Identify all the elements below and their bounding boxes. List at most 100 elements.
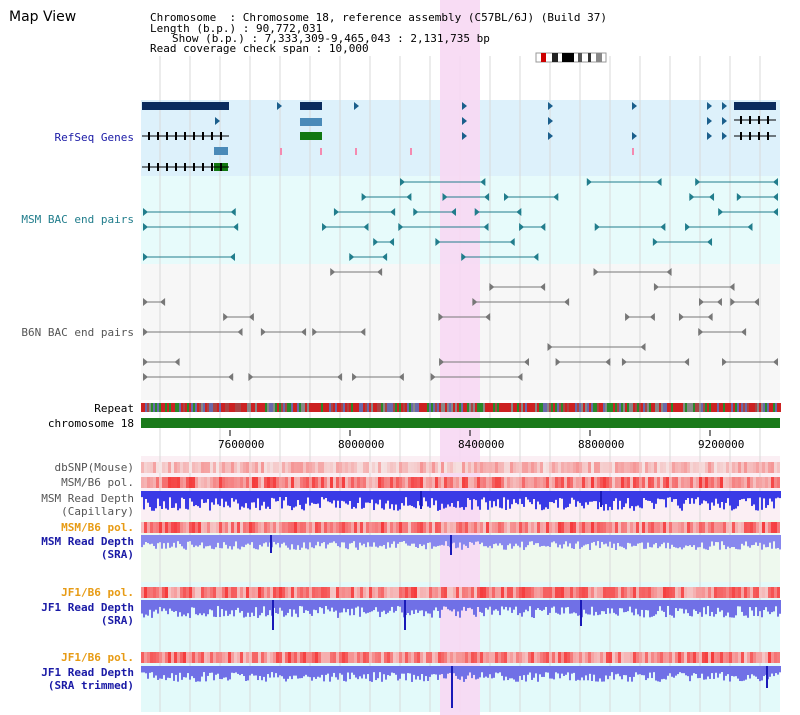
refseq-genes-label[interactable]: RefSeq Genes — [54, 131, 134, 144]
jf1-read-depth-sra-label[interactable]: JF1 Read Depth — [41, 601, 134, 614]
depth-bar — [715, 600, 717, 615]
depth-bar — [277, 600, 279, 614]
depth-bar — [537, 491, 539, 502]
depth-bar — [185, 666, 187, 678]
heat-cell — [558, 652, 561, 663]
ideogram-band — [596, 53, 602, 62]
depth-bar — [541, 666, 543, 677]
depth-bar — [441, 491, 443, 504]
depth-bar — [697, 535, 699, 548]
depth-bar — [577, 491, 579, 502]
bac-end-marker — [722, 358, 728, 366]
heat-cell — [411, 587, 414, 598]
depth-bar — [671, 491, 673, 502]
depth-bar — [653, 666, 655, 673]
msm-b6-pol-label[interactable]: MSM/B6 pol. — [61, 476, 134, 489]
repeat-block — [553, 403, 555, 412]
repeat-block — [401, 403, 403, 412]
depth-bar — [681, 491, 683, 511]
depth-bar — [247, 535, 249, 544]
heat-cell — [288, 587, 291, 598]
depth-bar — [463, 491, 465, 510]
msm-bac-label[interactable]: MSM BAC end pairs — [21, 213, 134, 226]
heat-cell — [357, 462, 360, 473]
repeat-block — [763, 403, 765, 412]
depth-bar — [583, 600, 585, 610]
heat-cell — [177, 477, 180, 488]
heat-cell — [351, 587, 354, 598]
repeat-block — [713, 403, 715, 412]
depth-bar — [613, 600, 615, 613]
depth-bar — [329, 666, 331, 682]
heat-cell — [483, 652, 486, 663]
jf1-b6-pol-label[interactable]: JF1/B6 pol. — [61, 586, 134, 599]
depth-bar — [619, 666, 621, 677]
repeat-block — [509, 403, 511, 412]
gene-arrow — [354, 102, 359, 110]
depth-bar — [729, 666, 731, 682]
depth-bar — [641, 535, 643, 543]
depth-bar — [621, 600, 623, 609]
depth-bar — [569, 535, 571, 544]
jf1-b6-pol-trimmed-label[interactable]: JF1/B6 pol. — [61, 651, 134, 664]
heat-cell — [708, 587, 711, 598]
depth-bar — [669, 600, 671, 615]
depth-bar — [581, 491, 583, 506]
depth-bar — [591, 535, 593, 543]
repeat-block — [347, 403, 349, 412]
depth-bar — [395, 666, 397, 675]
b6n-bac-label[interactable]: B6N BAC end pairs — [21, 326, 134, 339]
heat-cell — [216, 462, 219, 473]
depth-bar — [561, 535, 563, 549]
heat-cell — [531, 587, 534, 598]
heat-cell — [264, 652, 267, 663]
depth-bar — [647, 666, 649, 679]
depth-bar — [693, 535, 695, 546]
heat-cell — [558, 477, 561, 488]
heat-cell — [753, 462, 756, 473]
repeat-block — [273, 403, 275, 412]
depth-bar — [179, 600, 181, 613]
dbsnp-label[interactable]: dbSNP(Mouse) — [54, 461, 134, 474]
bac-end-marker — [485, 313, 491, 321]
heat-cell — [699, 587, 702, 598]
heat-cell — [717, 462, 720, 473]
depth-bar — [431, 600, 433, 618]
depth-bar — [161, 666, 163, 679]
heat-cell — [459, 522, 462, 533]
bac-end-marker — [649, 313, 655, 321]
depth-bar — [187, 666, 189, 674]
heat-cell — [285, 522, 288, 533]
bac-end-marker — [237, 328, 243, 336]
depth-bar — [309, 666, 311, 678]
heat-cell — [777, 652, 780, 663]
heat-cell — [762, 587, 765, 598]
heat-cell — [318, 587, 321, 598]
heat-cell — [327, 587, 330, 598]
header-coverage: Read coverage check span : 10,000 — [150, 42, 369, 55]
heat-cell — [192, 462, 195, 473]
repeat-block — [185, 403, 187, 412]
heat-cell — [432, 652, 435, 663]
msm-read-depth-capillary-label[interactable]: MSM Read Depth — [41, 492, 134, 505]
msm-b6-pol-sra-label[interactable]: MSM/B6 pol. — [61, 521, 134, 534]
jf1-read-depth-trimmed-label[interactable]: JF1 Read Depth — [41, 666, 134, 679]
depth-bar — [569, 600, 571, 614]
heat-cell — [270, 477, 273, 488]
depth-bar — [761, 666, 763, 681]
depth-bar — [451, 600, 453, 612]
depth-bar — [759, 666, 761, 682]
depth-bar — [745, 535, 747, 542]
depth-bar — [731, 600, 733, 618]
heat-cell — [255, 462, 258, 473]
heat-cell — [738, 462, 741, 473]
depth-bar — [221, 491, 223, 499]
heat-cell — [687, 587, 690, 598]
msm-read-depth-sra-label[interactable]: MSM Read Depth — [41, 535, 134, 548]
depth-bar — [285, 491, 287, 498]
repeat-block — [535, 403, 537, 412]
repeat-block — [491, 403, 493, 412]
depth-bar — [475, 600, 477, 617]
heat-cell — [615, 522, 618, 533]
